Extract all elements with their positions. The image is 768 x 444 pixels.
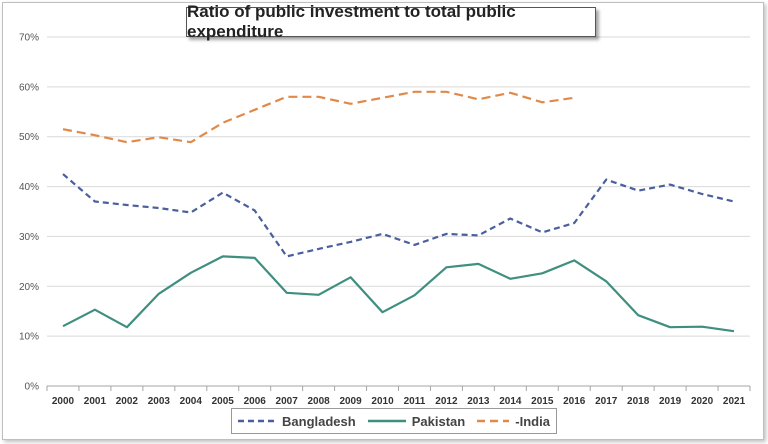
legend-label-pakistan: Pakistan <box>411 413 466 429</box>
x-tick-label: 2018 <box>627 396 650 407</box>
x-tick-label: 2005 <box>212 396 235 407</box>
series-line-pakistan <box>62 255 735 333</box>
y-tick-label: 20% <box>19 282 39 293</box>
legend: Bangladesh Pakistan -India <box>231 408 557 434</box>
chart-frame <box>2 2 764 440</box>
legend-item-pakistan: Pakistan <box>367 413 466 429</box>
x-tick-label: 2008 <box>307 396 330 407</box>
y-tick-label: 70% <box>19 33 39 44</box>
chart-title: Ratio of public investment to total publ… <box>186 2 596 41</box>
x-tick-label: 2014 <box>499 396 522 407</box>
series-line-india <box>62 90 575 144</box>
legend-swatch-bangladesh <box>238 419 277 423</box>
x-tick-label: 2006 <box>244 396 267 407</box>
x-tick-label: 2017 <box>595 396 618 407</box>
y-tick-label: 30% <box>19 232 39 243</box>
series-line-bangladesh <box>62 173 735 258</box>
y-tick-label: 0% <box>25 382 40 393</box>
legend-label-india: -India <box>515 413 550 429</box>
legend-item-india: -India <box>477 414 550 429</box>
x-tick-label: 2004 <box>180 396 203 407</box>
legend-swatch-pakistan <box>367 419 406 423</box>
x-tick-label: 2021 <box>723 396 746 407</box>
x-tick-label: 2016 <box>563 396 586 407</box>
x-tick-label: 2002 <box>116 396 139 407</box>
x-tick-label: 2010 <box>371 396 394 407</box>
y-tick-label: 10% <box>19 332 39 343</box>
legend-label-bangladesh: Bangladesh <box>282 413 356 429</box>
x-tick-label: 2000 <box>52 396 75 407</box>
x-tick-label: 2019 <box>659 396 682 407</box>
x-tick-label: 2020 <box>691 396 714 407</box>
y-tick-label: 40% <box>19 182 39 193</box>
x-tick-label: 2011 <box>404 396 426 407</box>
x-tick-label: 2015 <box>531 396 554 407</box>
x-tick-label: 2007 <box>276 396 299 407</box>
legend-swatch-india <box>477 419 510 423</box>
x-tick-label: 2009 <box>339 396 362 407</box>
y-tick-label: 50% <box>19 132 39 143</box>
x-tick-label: 2003 <box>148 396 171 407</box>
x-tick-label: 2001 <box>84 396 107 407</box>
x-tick-label: 2012 <box>435 396 458 407</box>
x-tick-label: 2013 <box>467 396 490 407</box>
legend-item-bangladesh: Bangladesh <box>238 414 356 429</box>
y-tick-label: 60% <box>19 82 39 93</box>
